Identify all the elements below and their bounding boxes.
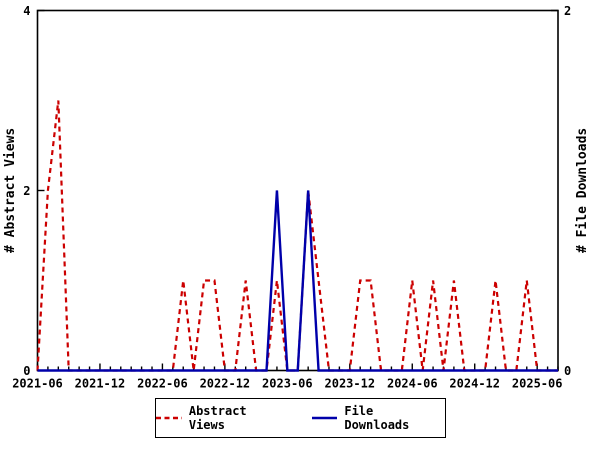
x-tick-label: 2023-12 <box>325 377 376 391</box>
x-tick-label: 2022-12 <box>200 377 251 391</box>
x-tick-label: 2025-06 <box>512 377 563 391</box>
legend: Abstract Views File Downloads <box>155 398 446 438</box>
x-tick-label: 2022-06 <box>137 377 188 391</box>
x-tick-label: 2021-06 <box>12 377 63 391</box>
plot-border <box>36 9 559 372</box>
abstract-views-dashed-line-icon <box>156 416 182 420</box>
right-tick-label: 0 <box>564 364 571 378</box>
y-axis-label-left: # Abstract Views <box>3 127 18 253</box>
legend-label-file-downloads: File Downloads <box>344 404 410 432</box>
left-tick-label: 0 <box>23 364 30 378</box>
file-downloads-solid-line-icon <box>311 416 338 420</box>
x-tick-label: 2023-06 <box>262 377 313 391</box>
series-line-abstract-views <box>36 100 558 372</box>
series-line-file-downloads <box>37 190 558 372</box>
legend-item-file-downloads: File Downloads <box>311 404 446 432</box>
legend-item-abstract-views: Abstract Views <box>156 404 290 432</box>
x-tick-label: 2024-12 <box>449 377 500 391</box>
y-axis-label-right: # File Downloads <box>575 127 590 253</box>
x-tick-label: 2021-12 <box>75 377 126 391</box>
legend-label-abstract-views: Abstract Views <box>188 404 247 432</box>
left-tick-label: 2 <box>23 184 30 198</box>
x-tick-label: 2024-06 <box>387 377 438 391</box>
left-tick-label: 4 <box>23 4 30 18</box>
right-tick-label: 2 <box>564 4 571 18</box>
